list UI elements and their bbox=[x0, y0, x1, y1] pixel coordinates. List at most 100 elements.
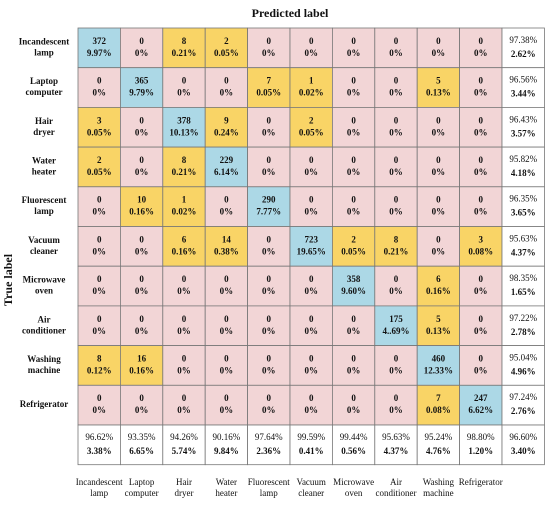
summary-wrong: 2.76% bbox=[511, 406, 536, 416]
summary-wrong: 1.20% bbox=[468, 446, 493, 456]
cell-percent: 0% bbox=[135, 246, 149, 256]
cell-count: 0 bbox=[436, 234, 441, 244]
cell-count: 0 bbox=[182, 274, 187, 284]
matrix-cell bbox=[77, 107, 121, 148]
matrix-cell bbox=[331, 67, 376, 108]
cell-percent: 0% bbox=[304, 286, 318, 296]
cell-percent: 0% bbox=[389, 366, 403, 376]
summary-correct: 95.24% bbox=[425, 432, 453, 442]
summary-wrong: 9.84% bbox=[214, 446, 239, 456]
matrix-cell bbox=[459, 384, 503, 426]
cell-percent: 0% bbox=[304, 207, 318, 217]
cell-percent: 0% bbox=[92, 326, 106, 336]
cell-percent: 0% bbox=[474, 326, 488, 336]
matrix-cell bbox=[289, 146, 333, 188]
cell-count: 2 bbox=[351, 234, 356, 244]
cell-count: 0 bbox=[351, 195, 356, 205]
cell-count: 0 bbox=[139, 36, 144, 46]
matrix-cell bbox=[204, 265, 248, 307]
cell-count: 0 bbox=[394, 155, 399, 165]
column-label: Laptop bbox=[129, 477, 155, 487]
cell-count: 8 bbox=[182, 155, 187, 165]
cell-count: 0 bbox=[479, 274, 484, 284]
cell-percent: 0% bbox=[135, 48, 149, 58]
matrix-cell bbox=[120, 67, 164, 108]
cell-percent: 0.16% bbox=[129, 366, 154, 376]
cell-count: 0 bbox=[182, 354, 187, 364]
row-label: Fluorescent bbox=[22, 195, 67, 205]
cell-count: 0 bbox=[436, 195, 441, 205]
matrix-cell bbox=[331, 384, 376, 426]
cell-count: 5 bbox=[436, 76, 441, 86]
cell-count: 0 bbox=[97, 76, 102, 86]
matrix-cell bbox=[416, 226, 461, 267]
cell-percent: 0% bbox=[304, 326, 318, 336]
matrix-cell bbox=[374, 27, 418, 69]
cell-count: 16 bbox=[137, 354, 147, 364]
cell-count: 0 bbox=[267, 314, 272, 324]
summary-cell bbox=[77, 424, 121, 466]
cell-count: 5 bbox=[436, 314, 441, 324]
cell-percent: 0% bbox=[220, 207, 234, 217]
cell-percent: 0.02% bbox=[299, 88, 324, 98]
matrix-cell bbox=[374, 186, 418, 227]
cell-percent: 0% bbox=[347, 48, 361, 58]
summary-cell bbox=[501, 265, 545, 307]
cell-count: 0 bbox=[351, 314, 356, 324]
matrix-cell bbox=[120, 186, 164, 227]
cell-percent: 0% bbox=[347, 405, 361, 415]
cell-percent: 12.33% bbox=[424, 366, 453, 376]
column-label: Refrigerator bbox=[459, 477, 503, 487]
cell-count: 372 bbox=[92, 36, 106, 46]
summary-correct: 98.80% bbox=[467, 432, 495, 442]
cell-count: 6 bbox=[182, 234, 187, 244]
cell-percent: 0% bbox=[262, 48, 276, 58]
cell-percent: 0% bbox=[220, 326, 234, 336]
column-label: lamp bbox=[90, 488, 108, 498]
row-label: Vacuum bbox=[28, 235, 60, 245]
summary-cell bbox=[416, 424, 461, 466]
cell-count: 3 bbox=[479, 234, 484, 244]
column-label: machine bbox=[423, 488, 454, 498]
cell-count: 0 bbox=[267, 234, 272, 244]
column-label: Vacuum bbox=[296, 477, 326, 487]
cell-percent: 0% bbox=[347, 167, 361, 177]
cell-percent: 0% bbox=[262, 366, 276, 376]
cell-count: 0 bbox=[267, 36, 272, 46]
cell-count: 0 bbox=[182, 314, 187, 324]
cell-percent: 0% bbox=[304, 167, 318, 177]
matrix-cell bbox=[162, 226, 206, 267]
cell-percent: 0% bbox=[304, 48, 318, 58]
column-label: Hair bbox=[176, 477, 192, 487]
cell-percent: 0.08% bbox=[468, 246, 493, 256]
cell-percent: 0% bbox=[389, 286, 403, 296]
summary-correct: 96.35% bbox=[509, 194, 537, 204]
cell-count: 0 bbox=[97, 314, 102, 324]
cell-count: 0 bbox=[394, 354, 399, 364]
summary-correct: 96.60% bbox=[509, 432, 537, 442]
cell-percent: 0% bbox=[262, 127, 276, 137]
matrix-cell bbox=[289, 384, 333, 426]
cell-count: 0 bbox=[97, 274, 102, 284]
cell-percent: 4..69% bbox=[383, 326, 410, 336]
summary-wrong: 3.38% bbox=[87, 446, 112, 456]
column-label: Incandescent bbox=[76, 477, 123, 487]
summary-wrong: 3.44% bbox=[511, 89, 536, 99]
cell-percent: 0% bbox=[177, 88, 191, 98]
row-label: Incandescent bbox=[19, 36, 70, 46]
matrix-cell bbox=[416, 265, 461, 307]
summary-wrong: 4.37% bbox=[384, 446, 409, 456]
column-label: conditioner bbox=[376, 488, 417, 498]
cell-percent: 0.08% bbox=[426, 405, 451, 415]
cell-count: 358 bbox=[347, 274, 361, 284]
matrix-cell bbox=[204, 226, 248, 267]
matrix-cell bbox=[459, 27, 503, 69]
summary-wrong: 4.96% bbox=[511, 367, 536, 377]
cell-count: 0 bbox=[267, 115, 272, 125]
summary-correct: 99.59% bbox=[297, 432, 325, 442]
summary-cell bbox=[162, 424, 206, 466]
cell-count: 0 bbox=[351, 155, 356, 165]
summary-cell bbox=[501, 27, 545, 69]
cell-count: 0 bbox=[309, 354, 314, 364]
